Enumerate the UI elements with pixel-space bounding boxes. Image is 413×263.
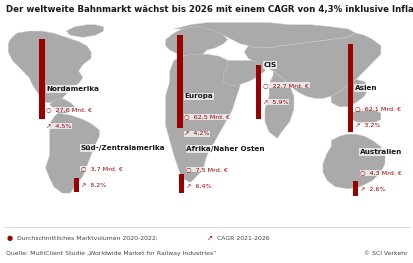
Text: Nordamerika: Nordamerika (46, 86, 99, 92)
Text: Der weltweite Bahnmarkt wächst bis 2026 mit einem CAGR von 4,3% inklusive Inflat: Der weltweite Bahnmarkt wächst bis 2026 … (6, 5, 413, 14)
Text: Süd-/Zentralamerika: Süd-/Zentralamerika (81, 145, 165, 151)
Text: ↗  6,4%: ↗ 6,4% (186, 184, 211, 189)
Text: ↗  5,9%: ↗ 5,9% (263, 100, 288, 105)
Bar (74, 178, 79, 192)
Text: Asien: Asien (354, 85, 377, 91)
Text: ○  7,5 Mrd. €: ○ 7,5 Mrd. € (186, 167, 228, 172)
Bar (347, 44, 352, 132)
Polygon shape (8, 31, 91, 103)
Text: ○  62,5 Mrd. €: ○ 62,5 Mrd. € (184, 114, 230, 119)
Polygon shape (173, 23, 355, 48)
Polygon shape (50, 98, 74, 113)
Text: Australien: Australien (359, 149, 401, 155)
Polygon shape (66, 25, 103, 37)
Text: ↗  8,2%: ↗ 8,2% (81, 183, 106, 188)
Bar (178, 174, 184, 193)
Text: ●: ● (6, 235, 12, 241)
Text: ↗  2,6%: ↗ 2,6% (359, 187, 385, 192)
Polygon shape (322, 134, 384, 189)
Polygon shape (45, 113, 99, 193)
Polygon shape (165, 27, 227, 56)
Text: ○  27,6 Mrd. €: ○ 27,6 Mrd. € (46, 107, 92, 112)
Polygon shape (165, 54, 240, 183)
Bar (39, 39, 45, 119)
Text: © SCI Verkehr: © SCI Verkehr (363, 251, 407, 256)
Text: ○  3,7 Mrd. €: ○ 3,7 Mrd. € (81, 166, 122, 171)
Text: Quelle: MultiClient Studie „Worldwide Market for Railway Industries“: Quelle: MultiClient Studie „Worldwide Ma… (6, 251, 216, 256)
Bar (255, 65, 261, 119)
Text: Europa: Europa (184, 93, 212, 99)
Text: ○  4,3 Mrd. €: ○ 4,3 Mrd. € (359, 170, 401, 175)
Bar (177, 35, 182, 128)
Text: ↗: ↗ (206, 235, 212, 241)
Text: CIS: CIS (263, 62, 276, 68)
Polygon shape (264, 71, 293, 138)
Text: Durchschnittliches Marktvolumen 2020-2022;: Durchschnittliches Marktvolumen 2020-202… (17, 236, 158, 241)
Text: Afrika/Naher Osten: Afrika/Naher Osten (186, 146, 264, 152)
Text: ○  62,1 Mrd. €: ○ 62,1 Mrd. € (354, 106, 400, 111)
Polygon shape (330, 79, 368, 107)
Bar (352, 181, 357, 196)
Polygon shape (223, 60, 264, 86)
Text: ○  22,7 Mrd. €: ○ 22,7 Mrd. € (263, 83, 309, 88)
Text: ↗  3,2%: ↗ 3,2% (354, 123, 380, 128)
Polygon shape (351, 109, 380, 124)
Text: ↗  4,2%: ↗ 4,2% (184, 131, 209, 136)
Text: CAGR 2021-2026: CAGR 2021-2026 (217, 236, 269, 241)
Polygon shape (244, 33, 380, 98)
Text: ↗  4,5%: ↗ 4,5% (46, 124, 72, 129)
